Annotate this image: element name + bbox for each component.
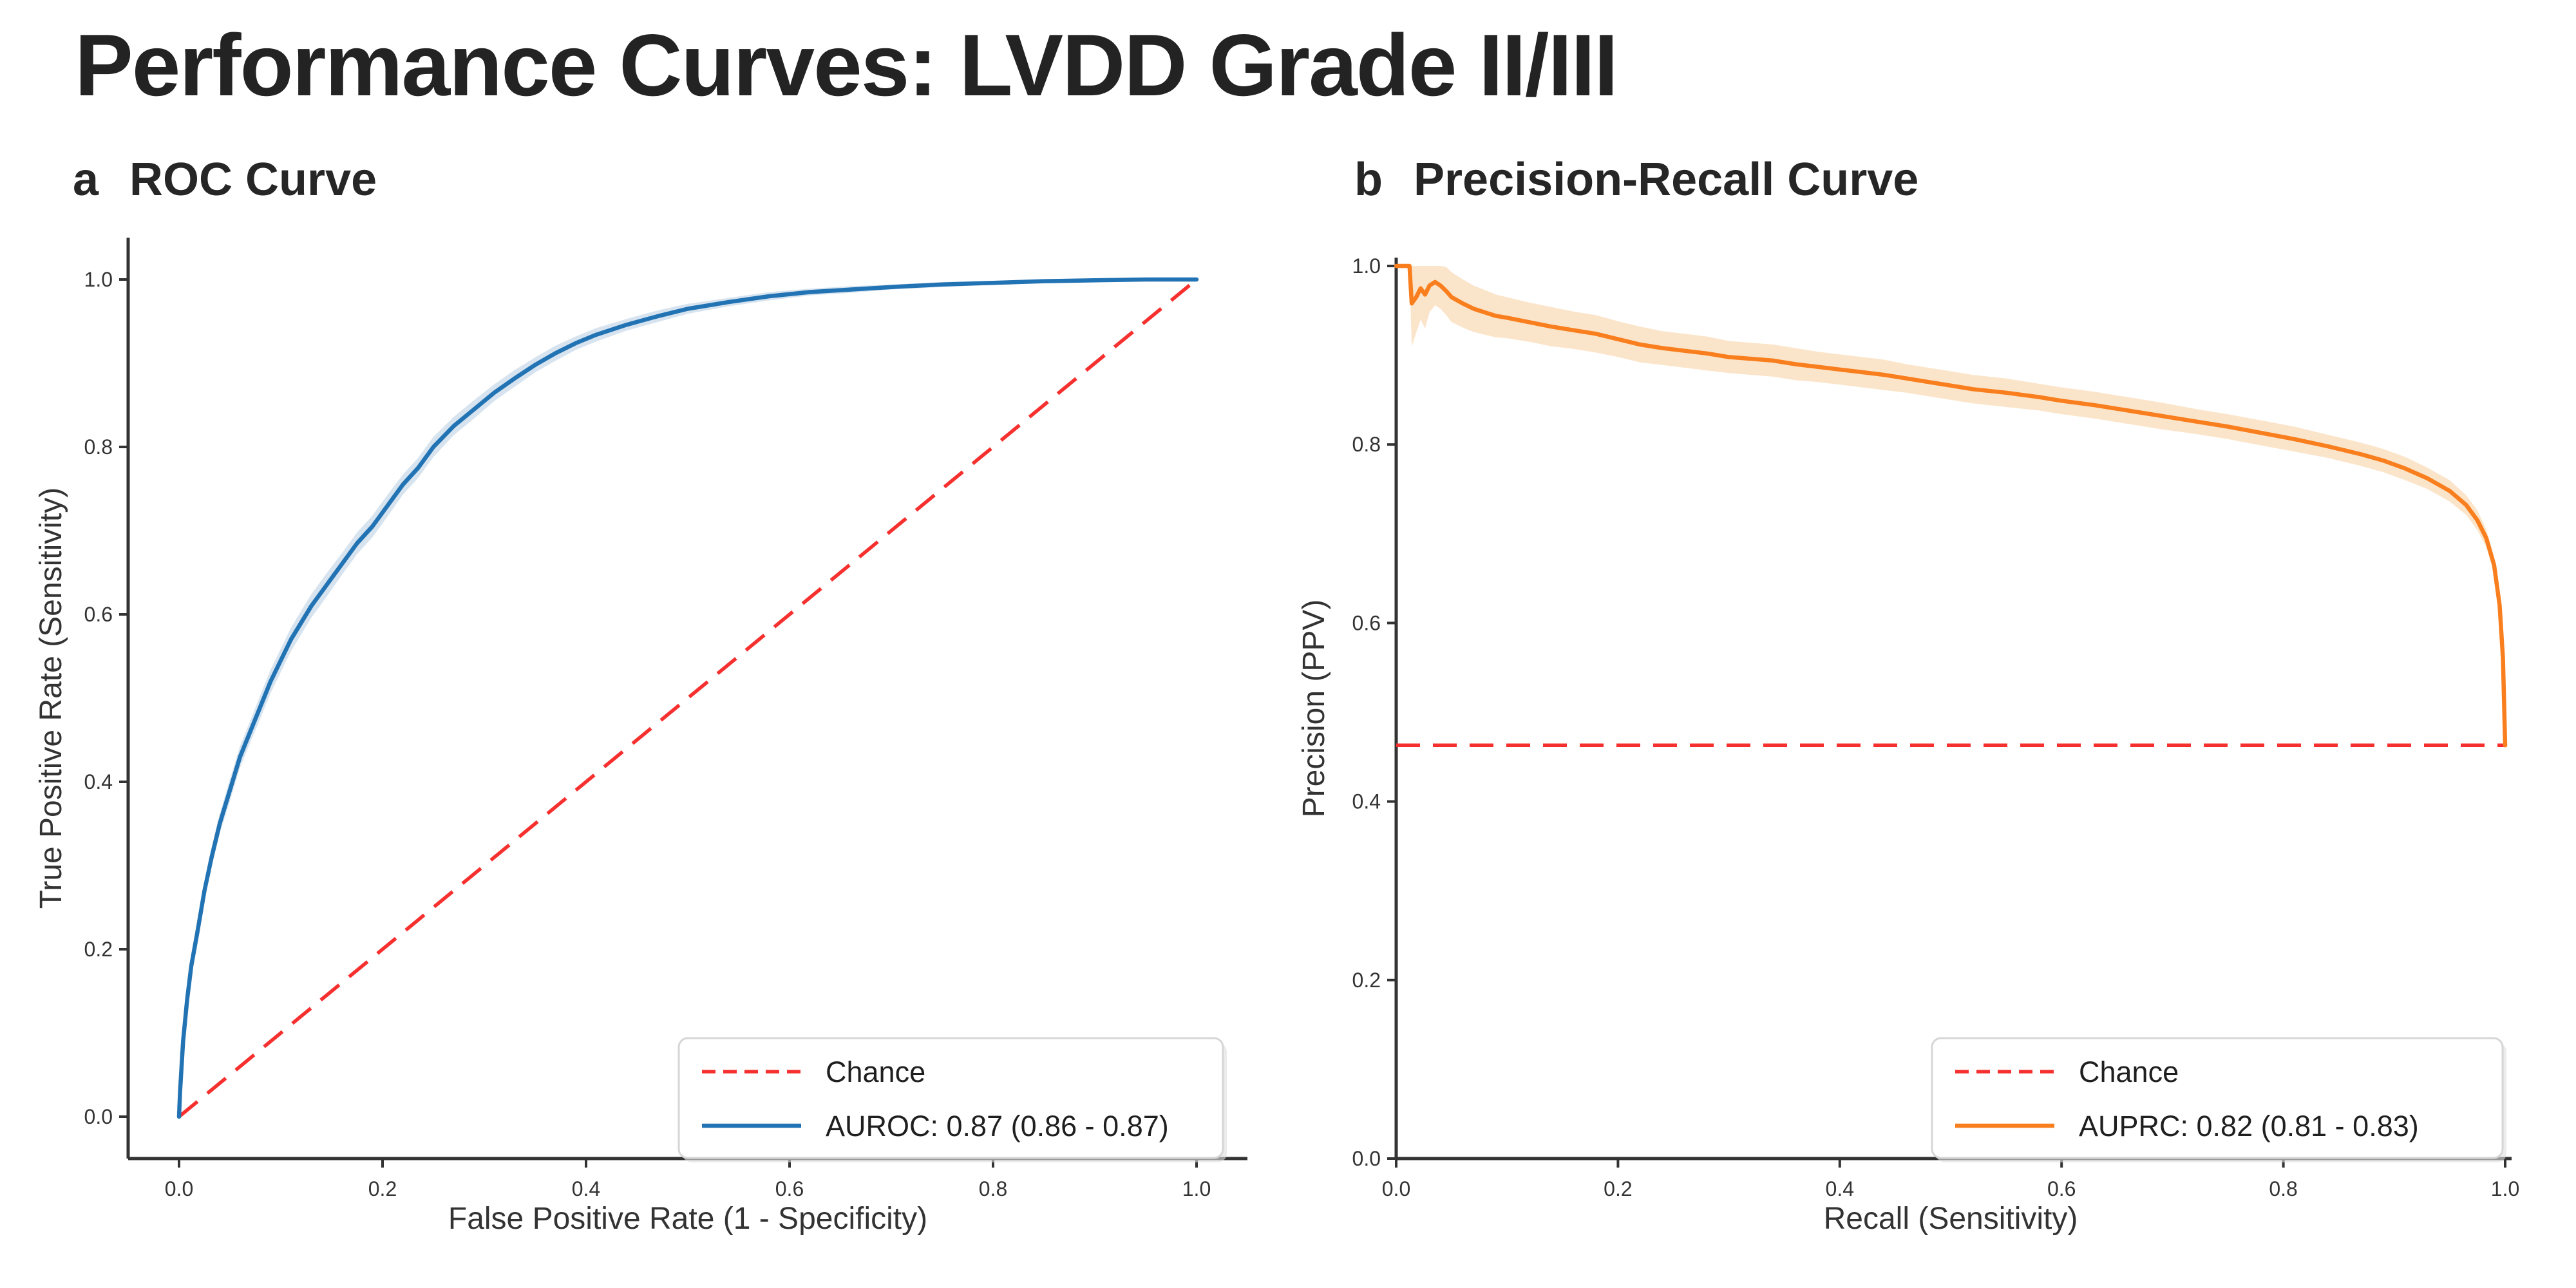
roc-xlabel: False Positive Rate (1 - Specificity): [448, 1202, 927, 1236]
pr-legend-label-1: AUPRC: 0.82 (0.81 - 0.83): [2079, 1110, 2419, 1142]
pr-y-tick-label: 0.2: [1352, 969, 1381, 992]
roc-y-tick-label: 0.8: [84, 435, 113, 459]
pr-xlabel: Recall (Sensitivity): [1824, 1202, 2078, 1236]
roc-x-tick-label: 0.8: [979, 1177, 1007, 1200]
panel-roc: 0.0 0.0 0.2 0.2 0.4 0.4 0.6 0.6 0.8 0.8 1.0 1.0 Fals…: [34, 238, 1247, 1236]
pr-x-tick-label: 0.0: [1382, 1177, 1410, 1200]
pr-curve: [1394, 263, 2508, 748]
figure-title: Performance Curves: LVDD Grade II/III: [75, 16, 1618, 114]
roc-x-tick-label: 0.0: [165, 1177, 193, 1200]
panel-b-title: b Precision-Recall Curve: [1354, 153, 1918, 206]
roc-y-tick-label: 1.0: [84, 268, 113, 291]
panel-a-title-text: ROC Curve: [129, 154, 377, 205]
roc-y-tick-label: 0.2: [84, 938, 113, 961]
pr-y-tick-label: 0.8: [1352, 433, 1381, 456]
pr-legend-label-0: Chance: [2079, 1056, 2179, 1088]
roc-x-tick-label: 0.6: [775, 1177, 804, 1200]
pr-y-tick-label: 0.4: [1352, 790, 1381, 813]
roc-y-tick-label: 0.4: [84, 770, 113, 793]
pr-x-tick-label: 0.2: [1604, 1177, 1632, 1200]
panel-a-letter: a: [73, 154, 99, 205]
roc-x-tick-label: 1.0: [1182, 1177, 1211, 1200]
pr-y-tick-label: 1.0: [1352, 254, 1381, 278]
roc-curve: [176, 277, 1199, 1119]
panel-pr: 0.00.0 0.2 0.2 0.4 0.4 0.6 0.6 0.8 0.8 1.0 1.0 Reca…: [1297, 254, 2519, 1236]
roc-legend-box: [677, 1037, 1224, 1159]
pr-y-tick-label: 0.6: [1352, 611, 1381, 634]
panel-b-title-text: Precision-Recall Curve: [1413, 154, 1919, 205]
roc-legend-label-1: AUROC: 0.87 (0.86 - 0.87): [826, 1110, 1169, 1142]
panel-a-title: a ROC Curve: [73, 153, 377, 206]
pr-legend-box: [1931, 1037, 2504, 1159]
roc-y-tick-label: 0.6: [84, 603, 113, 626]
roc-y-tick-label: 0.0: [84, 1105, 113, 1128]
pr-x-tick-label: 0.8: [2269, 1177, 2297, 1200]
roc-x-tick-label: 0.4: [572, 1177, 600, 1200]
panel-b-letter: b: [1354, 154, 1383, 205]
roc-chance-line: [178, 278, 1198, 1119]
pr-x-tick-label: 0.6: [2047, 1177, 2076, 1200]
roc-x-tick-label: 0.2: [368, 1177, 397, 1200]
pr-ci-band: [1396, 266, 2505, 746]
roc-ylabel: True Positive Rate (Sensitivity): [34, 488, 68, 909]
pr-x-tick-label: 0.4: [1826, 1177, 1854, 1200]
roc-legend-label-0: Chance: [826, 1056, 925, 1088]
pr-ylabel: Precision (PPV): [1297, 600, 1331, 818]
pr-y-tick-label: 0.0: [1352, 1147, 1381, 1170]
pr-x-tick-label: 1.0: [2491, 1177, 2519, 1200]
